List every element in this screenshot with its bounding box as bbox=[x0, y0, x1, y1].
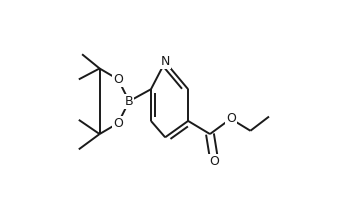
Text: O: O bbox=[226, 112, 236, 125]
Text: O: O bbox=[209, 155, 219, 168]
Text: B: B bbox=[125, 95, 133, 108]
Text: O: O bbox=[113, 117, 123, 130]
Text: N: N bbox=[160, 55, 170, 68]
Text: O: O bbox=[113, 73, 123, 86]
